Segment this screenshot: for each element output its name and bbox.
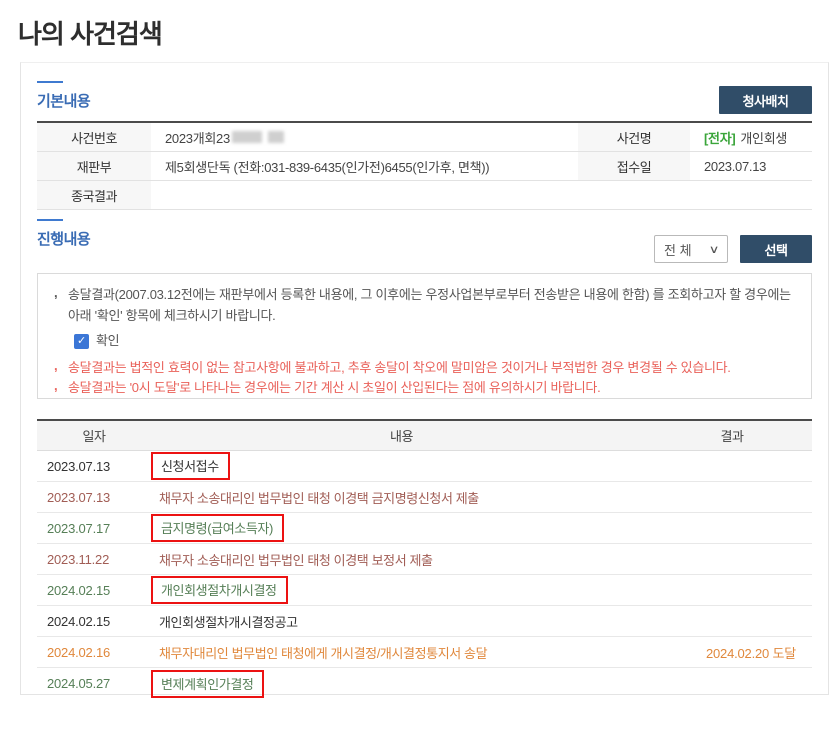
row-content: 신청서접수	[151, 452, 230, 480]
header-content: 내용	[390, 429, 413, 444]
progress-table-body: 2023.07.13 신청서접수 2023.07.13 채무자 소송대리인 법무…	[37, 451, 812, 699]
header-result: 결과	[720, 429, 744, 444]
case-name-text: 개인회생	[740, 130, 788, 146]
table-row: 2023.07.13 신청서접수	[37, 451, 812, 482]
notice-text: 송달결과는 '0시 도달'로 나타나는 경우에는 기간 계산 시 초일이 산입된…	[68, 380, 601, 396]
case-number-value: 2023개회23	[151, 123, 578, 151]
row-content: 개인회생절차개시결정공고	[159, 614, 298, 630]
table-row: 2024.02.15 개인회생절차개시결정공고	[37, 606, 812, 637]
basic-section-header: 기본내용	[37, 81, 91, 111]
receipt-date-value: 2023.07.13	[704, 158, 767, 174]
redacted-case-number	[231, 131, 262, 143]
header-date: 일자	[82, 429, 106, 444]
bullet-icon: ,	[54, 378, 58, 394]
row-content: 개인회생절차개시결정	[151, 576, 288, 604]
row-date: 2023.07.13	[47, 458, 111, 474]
confirm-checkbox-row: 확인	[74, 331, 797, 352]
basic-info-table: 사건번호 2023개회23 사건명 [전자] 개인회생 재판부 제5회생단독 (…	[37, 121, 812, 210]
case-detail-panel: 기본내용 청사배치 사건번호 2023개회23 사건명 [전자] 개인회생 재판…	[20, 62, 829, 698]
basic-row-3: 종국결과	[37, 181, 812, 210]
delivery-notice-box: , 송달결과(2007.03.12전에는 재판부에서 등록한 내용에, 그 이후…	[37, 273, 812, 399]
select-button[interactable]: 선택	[740, 235, 812, 263]
table-row: 2024.02.15 개인회생절차개시결정	[37, 575, 812, 606]
section-accent-bar	[37, 81, 63, 83]
basic-row-2: 재판부 제5회생단독 (전화:031-839-6435(인가전)6455(인가후…	[37, 152, 812, 181]
progress-history-table: 일자 내용 결과 2023.07.13 신청서접수 2023.07.13 채무자…	[37, 419, 812, 699]
confirm-checkbox-label: 확인	[96, 333, 120, 349]
progress-table-header: 일자 내용 결과	[37, 421, 812, 451]
electronic-case-tag: [전자]	[704, 130, 736, 146]
confirm-checkbox[interactable]	[74, 333, 89, 349]
progress-section-header: 진행내용	[37, 219, 91, 249]
court-label: 재판부	[37, 152, 151, 180]
final-result-label: 종국결과	[37, 181, 151, 209]
row-date: 2023.11.22	[47, 551, 110, 567]
notice-text: 송달결과(2007.03.12전에는 재판부에서 등록한 내용에, 그 이후에는…	[68, 287, 791, 323]
court-value: 제5회생단독 (전화:031-839-6435(인가전)6455(인가후, 면책…	[165, 159, 490, 175]
table-row: 2023.07.13 채무자 소송대리인 법무법인 태청 이경택 금지명령신청서…	[37, 482, 812, 513]
case-number-text: 2023개회23	[165, 130, 230, 146]
row-content: 채무자대리인 법무법인 태청에게 개시결정/개시결정통지서 송달	[159, 645, 488, 661]
row-date: 2024.05.27	[47, 676, 111, 691]
bullet-icon: ,	[54, 357, 58, 373]
notice-text: 송달결과는 법적인 효력이 없는 참고사항에 불과하고, 추후 송달이 착오에 …	[68, 359, 731, 375]
basic-section-title: 기본내용	[37, 93, 91, 110]
row-date: 2024.02.15	[47, 613, 111, 629]
case-number-label: 사건번호	[37, 123, 151, 151]
table-row: 2023.11.22 채무자 소송대리인 법무법인 태청 이경택 보정서 제출	[37, 544, 812, 575]
receipt-date-label: 접수일	[578, 152, 690, 180]
row-content: 금지명령(급여소득자)	[151, 514, 284, 542]
notice-line-3: , 송달결과는 '0시 도달'로 나타나는 경우에는 기간 계산 시 초일이 산…	[52, 378, 797, 399]
section-accent-bar	[37, 219, 63, 221]
case-name-label: 사건명	[578, 123, 690, 151]
row-date: 2024.02.15	[47, 582, 111, 598]
row-date: 2024.02.16	[47, 644, 111, 660]
page-title: 나의 사건검색	[18, 19, 163, 49]
row-date: 2023.07.13	[47, 489, 111, 505]
row-content: 채무자 소송대리인 법무법인 태청 이경택 보정서 제출	[159, 552, 433, 568]
table-row: 2024.02.16 채무자대리인 법무법인 태청에게 개시결정/개시결정통지서…	[37, 637, 812, 668]
redacted-case-number	[267, 131, 284, 143]
filter-selected-value: 전 체	[664, 242, 692, 258]
building-layout-button[interactable]: 청사배치	[719, 86, 812, 114]
progress-section-title: 진행내용	[37, 231, 91, 248]
progress-filter-select[interactable]: 전 체 ∨	[654, 235, 728, 263]
row-result: 2024.02.20 도달	[706, 645, 796, 661]
bullet-icon: ,	[54, 285, 58, 300]
table-row: 2024.05.27 변제계획인가결정	[37, 668, 812, 699]
table-row: 2023.07.17 금지명령(급여소득자)	[37, 513, 812, 544]
case-name-value: [전자] 개인회생	[690, 123, 812, 151]
notice-line-2: , 송달결과는 법적인 효력이 없는 참고사항에 불과하고, 추후 송달이 착오…	[52, 358, 797, 379]
basic-row-1: 사건번호 2023개회23 사건명 [전자] 개인회생	[37, 123, 812, 152]
row-content: 채무자 소송대리인 법무법인 태청 이경택 금지명령신청서 제출	[159, 490, 479, 506]
chevron-down-icon: ∨	[708, 243, 720, 256]
final-result-value	[151, 181, 812, 209]
row-date: 2023.07.17	[47, 520, 111, 536]
row-content: 변제계획인가결정	[151, 669, 265, 698]
notice-line-1: , 송달결과(2007.03.12전에는 재판부에서 등록한 내용에, 그 이후…	[52, 285, 797, 326]
